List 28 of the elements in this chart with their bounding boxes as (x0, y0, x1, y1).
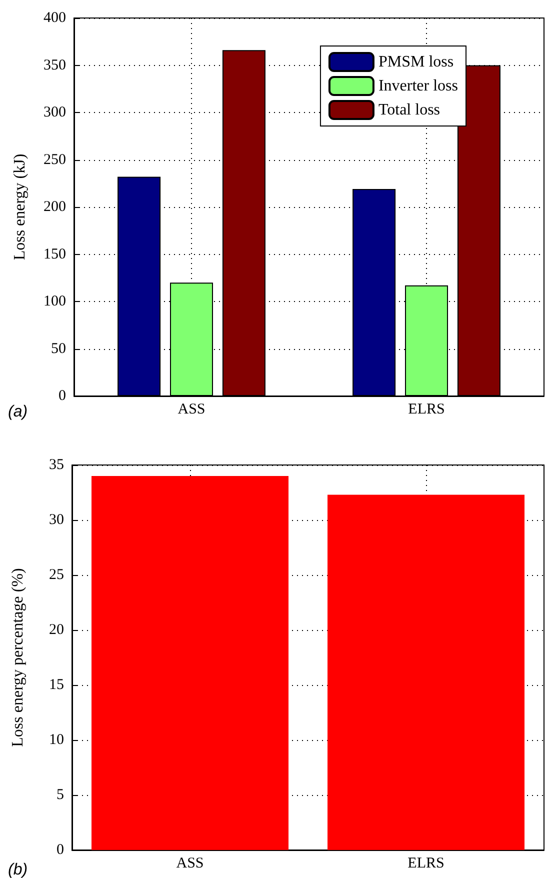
y-tick-label: 25 (49, 567, 64, 583)
y-tick-label: 50 (51, 340, 66, 357)
x-tick-label: ASS (178, 402, 206, 418)
y-tick-label: 150 (44, 246, 66, 262)
y-axis-title: Loss energy (kJ) (12, 154, 28, 260)
text: (a) (8, 404, 28, 420)
y-tick-label: 350 (44, 57, 66, 74)
x-tick-label: ASS (176, 856, 204, 872)
y-tick-label: 0 (56, 842, 64, 858)
text: (b) (8, 862, 28, 878)
x-tick-label: ELRS (408, 856, 444, 872)
y-tick-label: 400 (44, 10, 66, 26)
y-tick-label: 10 (49, 732, 64, 748)
legend-label: Total loss (378, 102, 440, 118)
legend-label: Inverter loss (378, 78, 458, 94)
y-tick-label: 100 (44, 294, 66, 310)
y-tick-label: 20 (49, 622, 64, 638)
y-tick-label: 0 (58, 388, 66, 404)
y-tick-label: 5 (56, 787, 64, 803)
y-tick-label: 35 (49, 457, 64, 473)
legend-label: PMSM loss (378, 54, 454, 70)
x-tick-label: ELRS (408, 402, 445, 418)
y-axis-title: Loss energy percentage (%) (10, 568, 26, 747)
y-tick-label: 200 (44, 199, 66, 215)
y-tick-label: 15 (49, 677, 64, 693)
y-tick-label: 300 (44, 104, 66, 120)
y-tick-label: 250 (44, 152, 66, 168)
y-tick-label: 30 (49, 512, 64, 528)
